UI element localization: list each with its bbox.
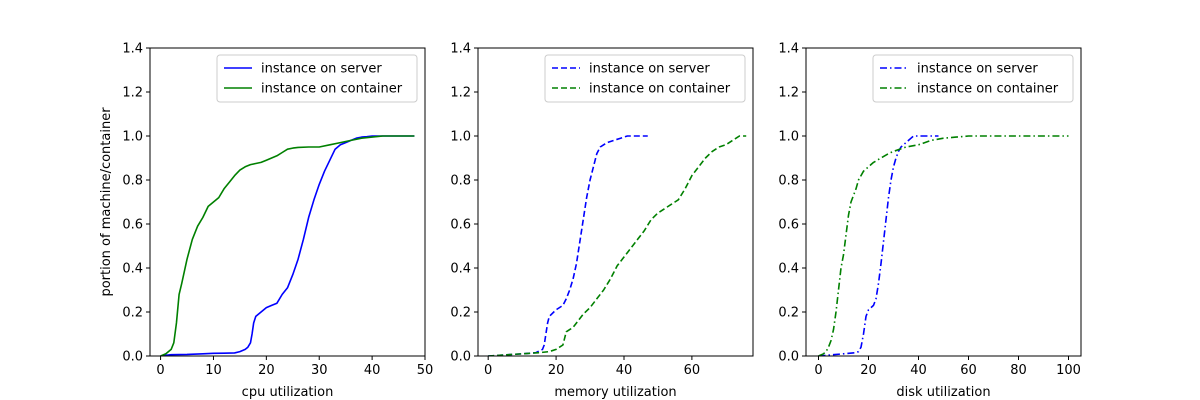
legend-box: [544, 54, 746, 103]
x-tick-label: 40: [910, 363, 927, 378]
x-tick-label: 20: [860, 363, 877, 378]
y-tick-label: 1.4: [778, 42, 799, 57]
x-axis-label: cpu utilization: [242, 385, 334, 400]
y-tick-label: 0.6: [450, 218, 471, 233]
x-tick-label: 30: [311, 363, 328, 378]
y-tick-label: 1.0: [450, 130, 471, 145]
y-tick-label: 0.6: [778, 218, 799, 233]
y-tick-label: 0.4: [778, 262, 799, 277]
x-tick-label: 0: [156, 363, 164, 378]
x-tick-label: 60: [684, 363, 701, 378]
y-tick-label: 0.8: [778, 174, 799, 189]
series-line-1: [818, 135, 939, 356]
x-tick-label: 100: [1056, 363, 1081, 378]
subplot-2: 0 20 40 60 0.0 0.2 0.4 0.6 0.8 1.0 1.2 1.4 memory ut…: [450, 42, 754, 400]
series-line-2: [488, 135, 747, 356]
legend: instance on server instance on container: [872, 54, 1074, 103]
y-tick-label: 0.2: [450, 306, 471, 321]
legend-label: instance on container: [917, 82, 1059, 97]
x-tick-label: 0: [814, 363, 822, 378]
y-tick-label: 0.4: [450, 262, 471, 277]
x-tick-label: 50: [417, 363, 434, 378]
x-axis-label: disk utilization: [896, 385, 990, 400]
legend-label: instance on server: [589, 62, 710, 77]
series-line-2: [160, 135, 415, 356]
y-tick-label: 0.0: [122, 350, 143, 365]
series-line-1: [160, 135, 415, 356]
legend: instance on server instance on container: [216, 54, 418, 103]
x-axis-label: memory utilization: [554, 385, 676, 400]
y-tick-label: 0.2: [778, 306, 799, 321]
x-tick-label: 10: [205, 363, 222, 378]
series-line-1: [488, 135, 648, 356]
x-tick-label: 40: [616, 363, 633, 378]
y-tick-label: 0.0: [450, 350, 471, 365]
legend-box: [216, 54, 418, 103]
legend: instance on server instance on container: [544, 54, 746, 103]
x-tick-label: 60: [960, 363, 977, 378]
x-tick-label: 80: [1010, 363, 1027, 378]
y-tick-label: 0.8: [450, 174, 471, 189]
subplot-1: 0 10 20 30 40 50 0.0 0.2 0.4 0.6 0.8 1.0 1.2 1.4 cpu u…: [122, 42, 433, 400]
axes-frame: [477, 47, 754, 357]
y-tick-label: 1.4: [122, 42, 143, 57]
legend-label: instance on container: [261, 82, 403, 97]
y-tick-label: 0.0: [778, 350, 799, 365]
y-tick-label: 0.4: [122, 262, 143, 277]
y-tick-label: 0.8: [122, 174, 143, 189]
x-tick-label: 20: [548, 363, 565, 378]
y-tick-label: 1.2: [778, 86, 799, 101]
y-tick-label: 1.2: [450, 86, 471, 101]
y-tick-label: 0.6: [122, 218, 143, 233]
x-tick-label: 0: [484, 363, 492, 378]
y-tick-label: 1.2: [122, 86, 143, 101]
x-tick-label: 40: [364, 363, 381, 378]
y-tick-label: 1.0: [122, 130, 143, 145]
series-line-2: [818, 135, 1069, 356]
subplot-3: 0 20 40 60 80 100 0.0 0.2 0.4 0.6 0.8 1.0 1.2 1.4 disk…: [778, 42, 1082, 400]
y-tick-label: 1.4: [450, 42, 471, 57]
figure-ylabel: portion of machine/container: [99, 107, 114, 297]
legend-label: instance on server: [261, 62, 382, 77]
axes-frame: [149, 47, 426, 357]
legend-label: instance on container: [589, 82, 731, 97]
legend-label: instance on server: [917, 62, 1038, 77]
axes-frame: [805, 47, 1082, 357]
y-tick-label: 1.0: [778, 130, 799, 145]
subplots: 0 10 20 30 40 50 0.0 0.2 0.4 0.6 0.8 1.0 1.2 1.4 cpu u…: [122, 42, 1082, 400]
legend-box: [872, 54, 1074, 103]
y-tick-label: 0.2: [122, 306, 143, 321]
x-tick-label: 20: [258, 363, 275, 378]
